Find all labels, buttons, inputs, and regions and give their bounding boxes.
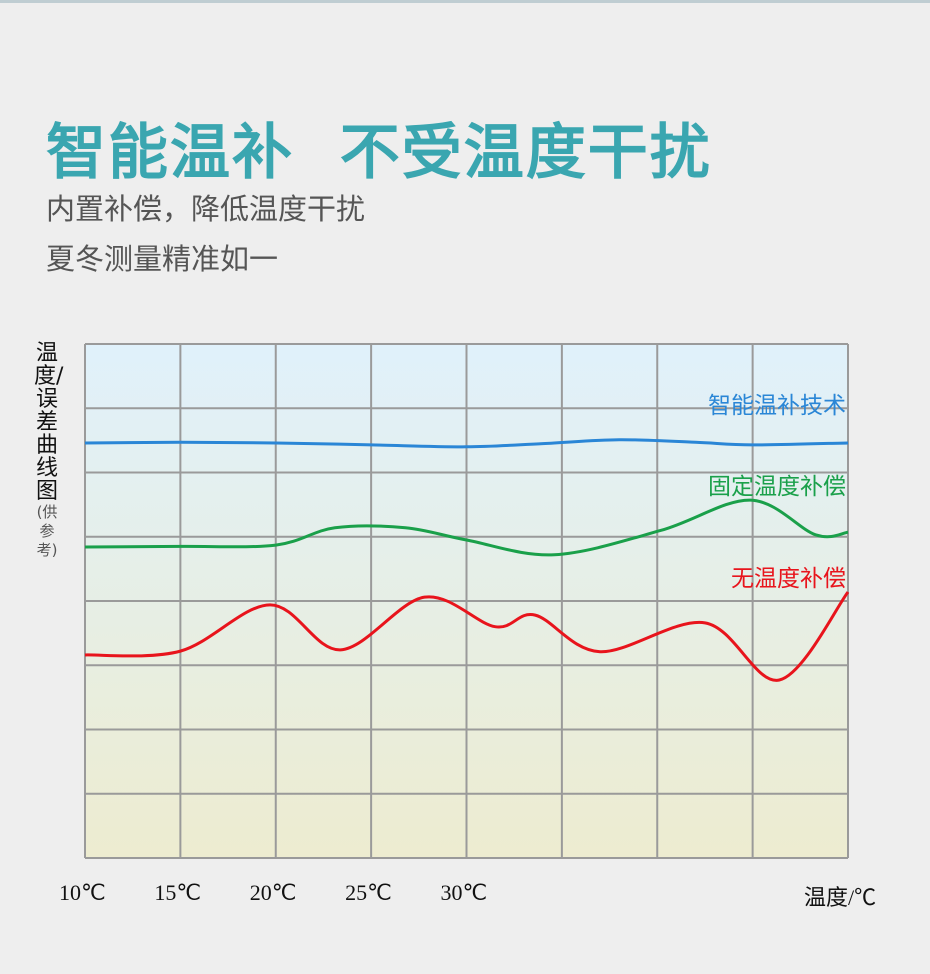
x-tick-label: 10℃ (59, 880, 106, 905)
x-tick-label: 30℃ (440, 880, 488, 905)
y-axis-title: 温度/误差曲线图 (34, 341, 64, 504)
series-line-2 (84, 591, 850, 682)
legend-smart-compensation: 智能温补技术 (708, 393, 846, 419)
legend-no-compensation: 无温度补偿 (731, 566, 846, 592)
series-line-1 (84, 498, 849, 557)
subtitle-line-1: 内置补偿，降低温度干扰 (46, 192, 366, 226)
legend-fixed-compensation: 固定温度补偿 (708, 474, 846, 500)
y-axis-note: (供参考) (36, 503, 58, 559)
x-tick-label: 20℃ (249, 880, 297, 905)
top-photo-strip (0, 0, 930, 3)
subtitle-line-2: 夏冬测量精准如一 (46, 242, 279, 276)
page-title: 智能温补 不受温度干扰 (46, 118, 712, 188)
x-tick-label: 15℃ (154, 880, 202, 905)
y-axis-label: 温度/误差曲线图 (供参考) (34, 341, 64, 560)
x-axis-label: 温度/℃ (804, 885, 877, 910)
series-line-0 (84, 438, 849, 449)
x-tick-label: 25℃ (345, 880, 392, 905)
